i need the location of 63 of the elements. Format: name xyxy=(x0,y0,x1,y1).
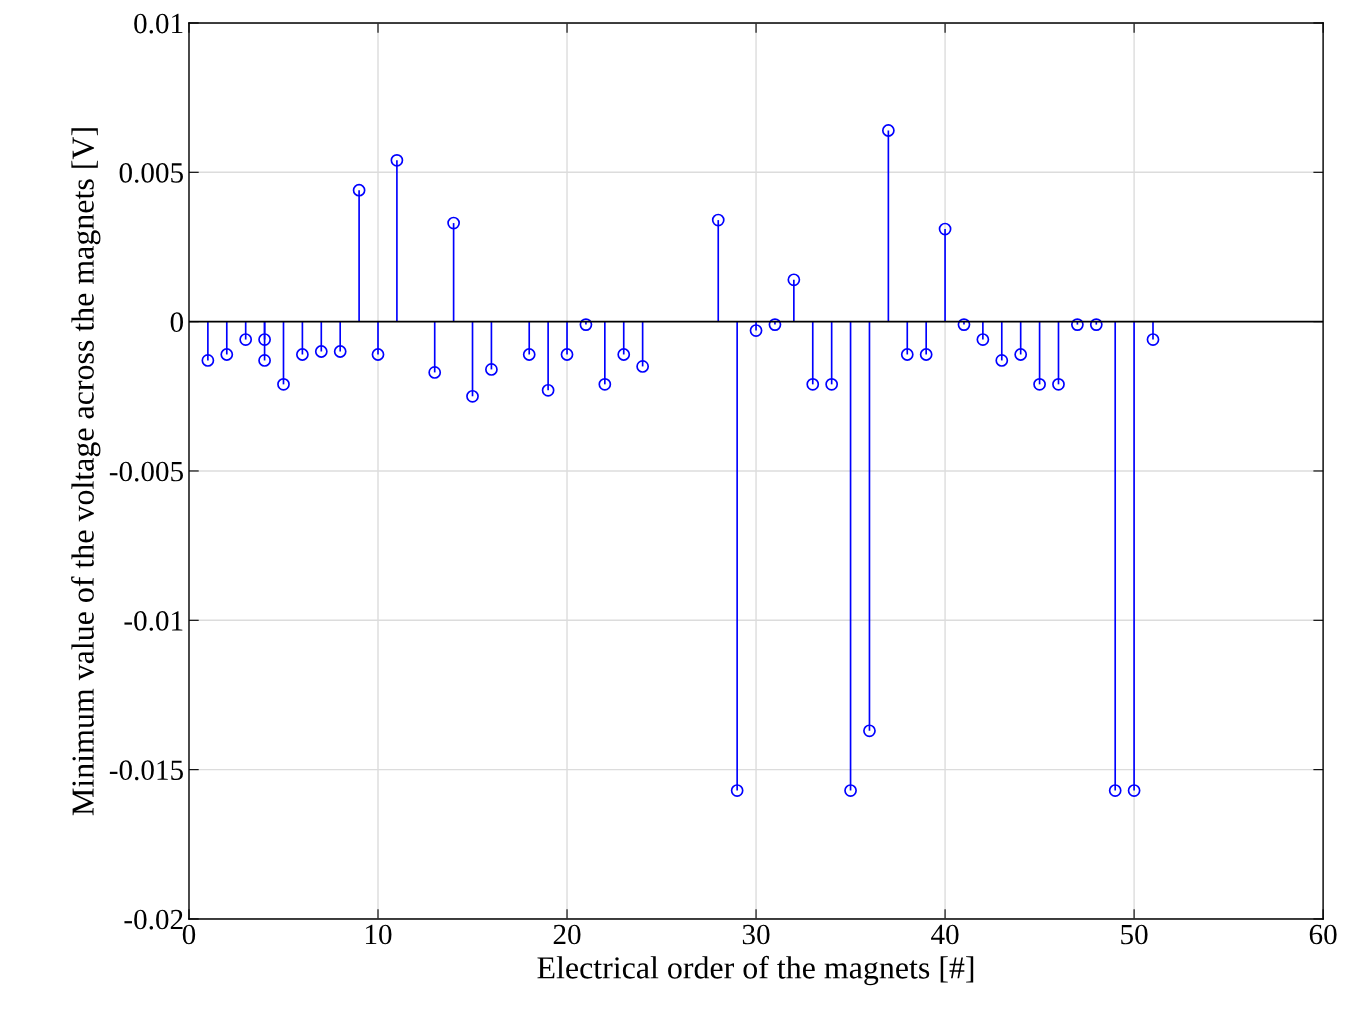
point xyxy=(1108,784,1122,797)
x-tick-label: 0 xyxy=(182,924,196,945)
point xyxy=(749,324,763,337)
x-tick-label: 40 xyxy=(931,924,959,945)
point xyxy=(900,348,914,361)
y-tick-label: -0.01 xyxy=(124,611,183,631)
point xyxy=(863,724,876,738)
point xyxy=(371,348,385,361)
point xyxy=(579,318,593,332)
point xyxy=(220,348,234,361)
point xyxy=(314,345,328,358)
point xyxy=(1070,318,1084,332)
point xyxy=(1033,377,1046,391)
x-tick-label: 20 xyxy=(553,924,581,945)
point xyxy=(560,348,574,361)
point xyxy=(617,348,631,361)
y-tick-label: 0 xyxy=(170,312,184,333)
point xyxy=(711,213,725,227)
y-tick-label: 0.005 xyxy=(119,163,183,183)
x-tick-label: 60 xyxy=(1309,924,1337,945)
point xyxy=(541,383,555,397)
point xyxy=(466,389,479,403)
y-axis-title: Minimum value of the voltage across the magnets [V] xyxy=(71,128,101,816)
point xyxy=(938,222,952,236)
point xyxy=(881,124,895,137)
x-tick-label: 50 xyxy=(1121,924,1148,945)
point xyxy=(522,348,536,361)
point xyxy=(447,216,461,230)
point xyxy=(976,333,990,346)
point xyxy=(730,784,744,797)
point xyxy=(239,333,253,346)
point xyxy=(636,360,650,373)
point xyxy=(957,318,971,332)
x-axis-title: Electrical order of the magnets [#] xyxy=(537,955,974,986)
point xyxy=(352,183,366,197)
point xyxy=(1014,348,1028,361)
point xyxy=(277,377,290,391)
point xyxy=(296,348,309,361)
point xyxy=(485,363,498,376)
x-tick-label: 30 xyxy=(742,924,770,945)
point xyxy=(844,784,857,797)
y-tick-label: -0.02 xyxy=(124,909,183,930)
y-tick-label: 0.01 xyxy=(134,13,183,34)
point xyxy=(768,318,782,332)
point xyxy=(1127,784,1141,797)
point xyxy=(1052,377,1065,391)
point xyxy=(333,345,347,358)
point xyxy=(201,354,215,367)
point xyxy=(258,354,271,367)
point xyxy=(825,377,839,391)
point xyxy=(787,273,801,287)
point xyxy=(1089,318,1103,332)
y-tick-label: -0.005 xyxy=(109,461,183,482)
point xyxy=(598,377,612,391)
y-tick-label: -0.015 xyxy=(109,760,183,781)
point xyxy=(390,153,404,167)
point xyxy=(919,348,933,361)
point xyxy=(995,354,1009,367)
x-tick-label: 10 xyxy=(365,924,392,945)
point xyxy=(806,377,820,391)
point xyxy=(258,333,271,346)
point xyxy=(1146,333,1160,346)
point xyxy=(428,366,442,379)
